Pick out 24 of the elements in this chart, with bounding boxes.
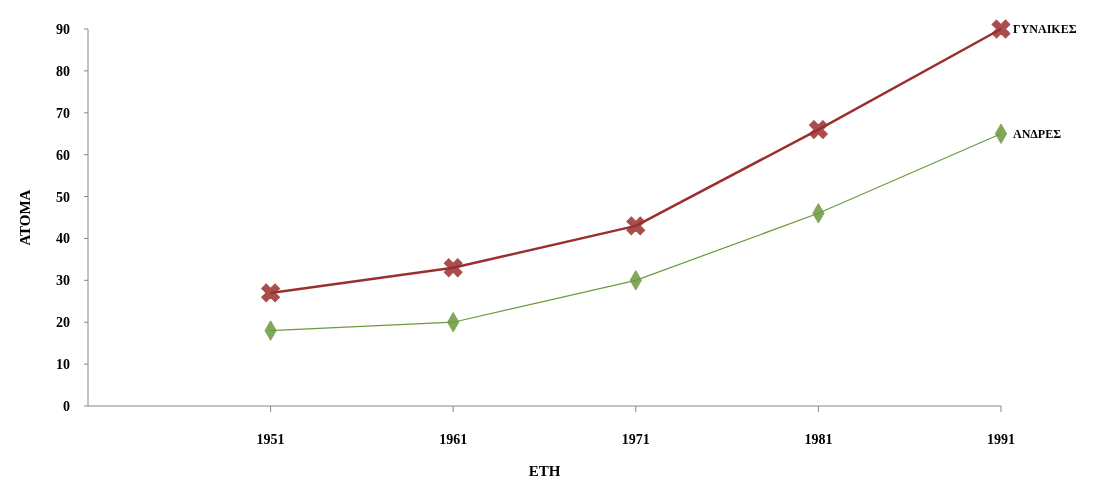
x-tick-label: 1951 (256, 432, 285, 447)
point (626, 216, 646, 236)
point (261, 283, 281, 303)
y-tick-label: 10 (56, 357, 70, 373)
x-tick-label: 1991 (987, 432, 1015, 447)
point (443, 258, 463, 278)
series-label: ΑΝΔΡΕΣ (1013, 126, 1062, 141)
x-tick-label: 1961 (439, 432, 468, 447)
y-tick-label: 90 (56, 22, 70, 37)
y-axis-title: ΑΤΟΜΑ (17, 189, 33, 246)
x-axis-title: ΕΤΗ (528, 463, 561, 479)
y-tick-label: 80 (56, 63, 70, 79)
y-tick-label: 0 (63, 399, 70, 414)
y-tick-label: 50 (56, 189, 70, 205)
y-tick-label: 40 (56, 231, 70, 247)
series-label: ΓΥΝΑΙΚΕΣ (1013, 22, 1077, 36)
x-tick-label: 1971 (621, 432, 650, 447)
y-tick-label: 30 (56, 273, 70, 289)
y-tick-label: 20 (56, 315, 70, 331)
y-tick-label: 70 (56, 105, 70, 121)
point (808, 120, 828, 139)
y-tick-label: 60 (56, 147, 70, 163)
x-tick-label: 1981 (804, 432, 833, 447)
point (991, 19, 1011, 39)
